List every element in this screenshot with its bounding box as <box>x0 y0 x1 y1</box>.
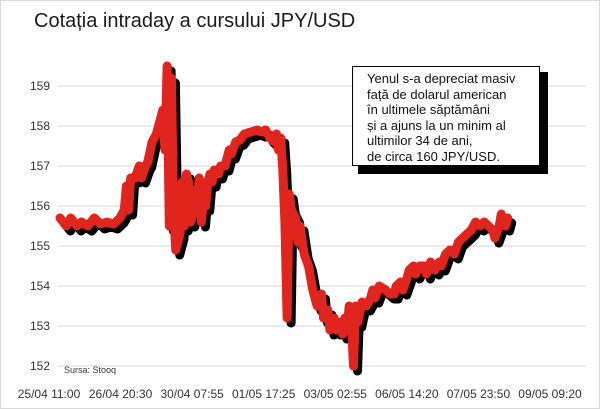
x-axis: 25/04 11:00 26/04 20:30 30/04 07:55 01/05 1… <box>18 387 582 401</box>
x-tick-label: 30/04 07:55 <box>160 387 224 401</box>
y-tick-label: 154 <box>30 279 50 293</box>
y-tick-label: 153 <box>30 319 50 333</box>
series-line <box>55 61 513 371</box>
annotation-box: Yenul s-a depreciat masiv față de dolaru… <box>352 66 540 166</box>
y-tick-label: 156 <box>30 199 50 213</box>
y-tick-label: 155 <box>30 239 50 253</box>
annotation-line: față de dolarul american <box>367 86 507 102</box>
source-label: Sursa: Stooq <box>64 365 116 375</box>
y-tick-label: 152 <box>30 359 50 373</box>
annotation-line: în ultimele săptămâni <box>367 102 490 117</box>
y-axis: 152 153 154 155 156 157 158 159 <box>30 79 50 373</box>
x-tick-label: 07/05 23:50 <box>447 387 511 401</box>
series-layer <box>55 61 517 376</box>
y-tick-label: 157 <box>30 159 50 173</box>
annotation-line: Yenul s-a depreciat masiv <box>367 71 516 86</box>
y-tick-label: 159 <box>30 79 50 93</box>
x-tick-label: 25/04 11:00 <box>18 387 81 401</box>
x-tick-label: 09/05 09:20 <box>518 387 582 401</box>
annotation-line: de circa 160 JPY/USD. <box>367 148 500 164</box>
x-tick-label: 06/05 14:20 <box>375 387 439 401</box>
x-tick-label: 03/05 02:55 <box>304 387 368 401</box>
x-tick-label: 01/05 17:25 <box>232 387 296 401</box>
annotation-line: ultimilor 34 de ani, <box>367 133 473 148</box>
y-tick-label: 158 <box>30 119 50 133</box>
x-tick-label: 26/04 20:30 <box>89 387 153 401</box>
annotation-line: și a ajuns la un minim al <box>367 117 506 133</box>
chart-title: Cotația intraday a cursului JPY/USD <box>34 10 356 32</box>
